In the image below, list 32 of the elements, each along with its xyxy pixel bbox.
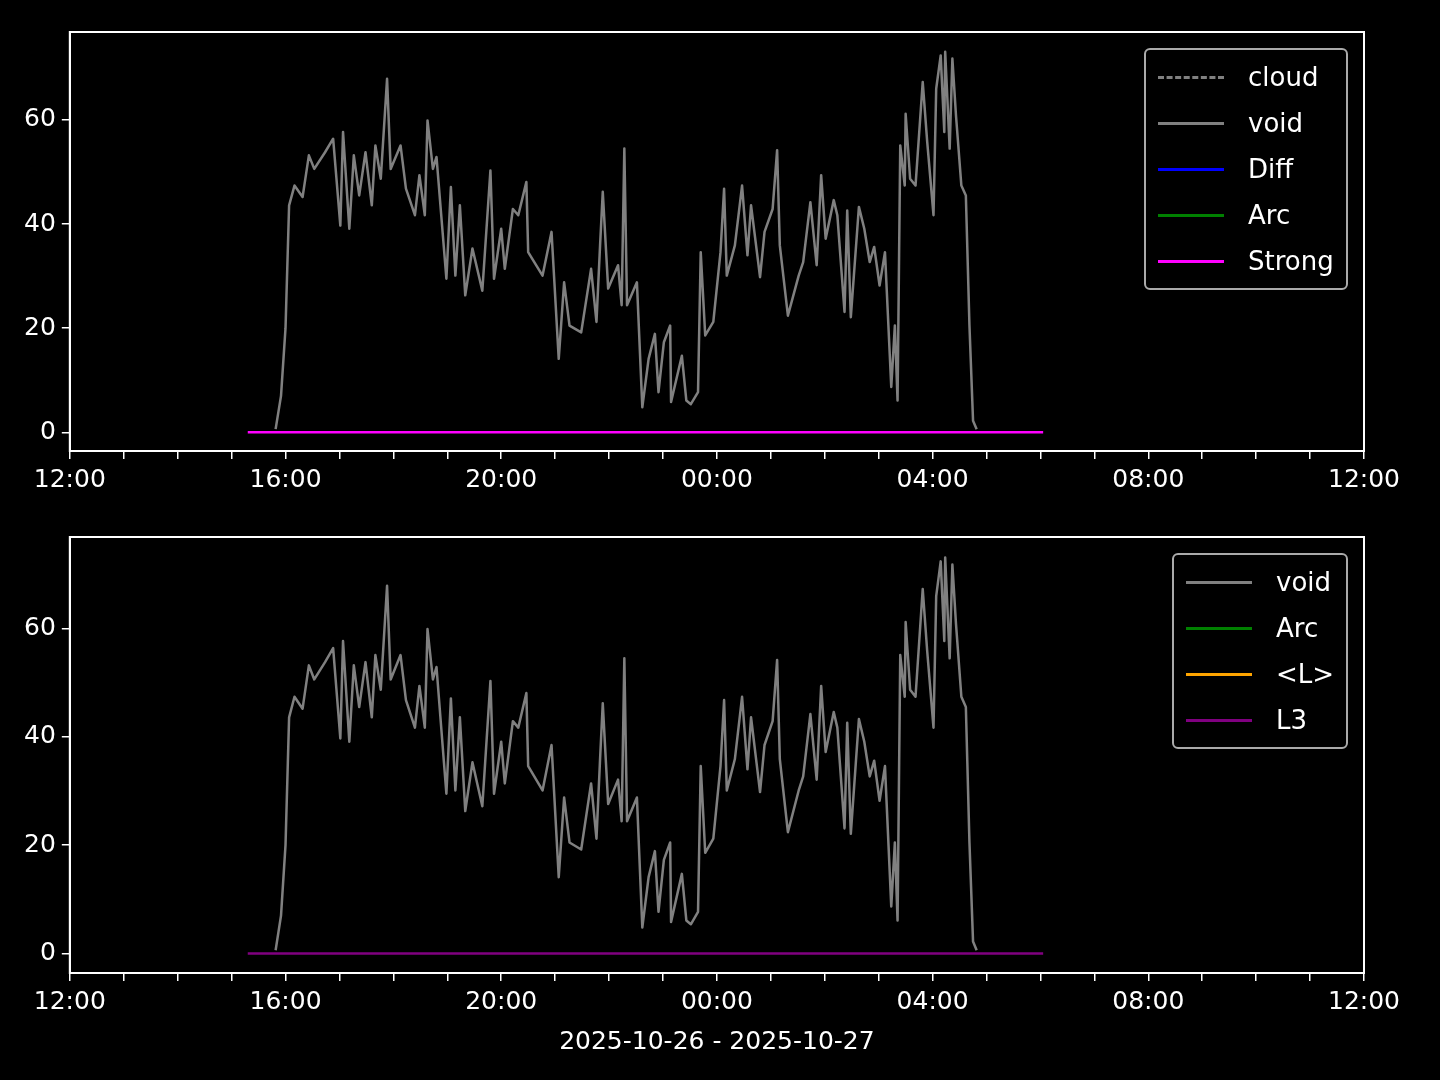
legend-label: Diff [1248, 154, 1294, 184]
x-tick-label: 12:00 [33, 985, 106, 1015]
legend-label: void [1248, 108, 1304, 138]
x-tick-label: 16:00 [249, 463, 322, 493]
y-tick-label: 20 [24, 311, 56, 341]
x-tick-label: 00:00 [680, 463, 753, 493]
legend-label: void [1276, 567, 1332, 597]
x-tick-label: 00:00 [680, 985, 753, 1015]
x-tick-label: 12:00 [33, 463, 106, 493]
y-tick-label: 0 [39, 937, 56, 966]
legend-label: Arc [1248, 200, 1291, 230]
legend-label: Arc [1276, 613, 1319, 643]
legend-label: <L> [1276, 659, 1335, 689]
x-tick-label: 04:00 [896, 985, 969, 1015]
legend-label: cloud [1248, 62, 1319, 92]
x-tick-label: 16:00 [249, 985, 322, 1015]
y-tick-label: 60 [24, 103, 56, 133]
x-tick-label: 04:00 [896, 463, 969, 493]
y-tick-label: 60 [24, 612, 56, 642]
x-tick-label: 08:00 [1112, 463, 1185, 493]
x-tick-label: 20:00 [465, 463, 538, 493]
x-tick-label: 08:00 [1112, 985, 1185, 1015]
y-tick-label: 20 [24, 828, 56, 858]
x-tick-label: 20:00 [465, 985, 538, 1015]
y-tick-label: 40 [24, 720, 56, 750]
legend-label: Strong [1248, 246, 1334, 276]
y-tick-label: 40 [24, 207, 56, 237]
legend-label: L3 [1276, 705, 1308, 735]
x-tick-label: 12:00 [1327, 463, 1401, 493]
x-axis-title: 2025-10-26 - 2025-10-27 [559, 1025, 875, 1055]
y-tick-label: 0 [39, 415, 56, 445]
x-tick-label: 12:00 [1327, 985, 1401, 1015]
